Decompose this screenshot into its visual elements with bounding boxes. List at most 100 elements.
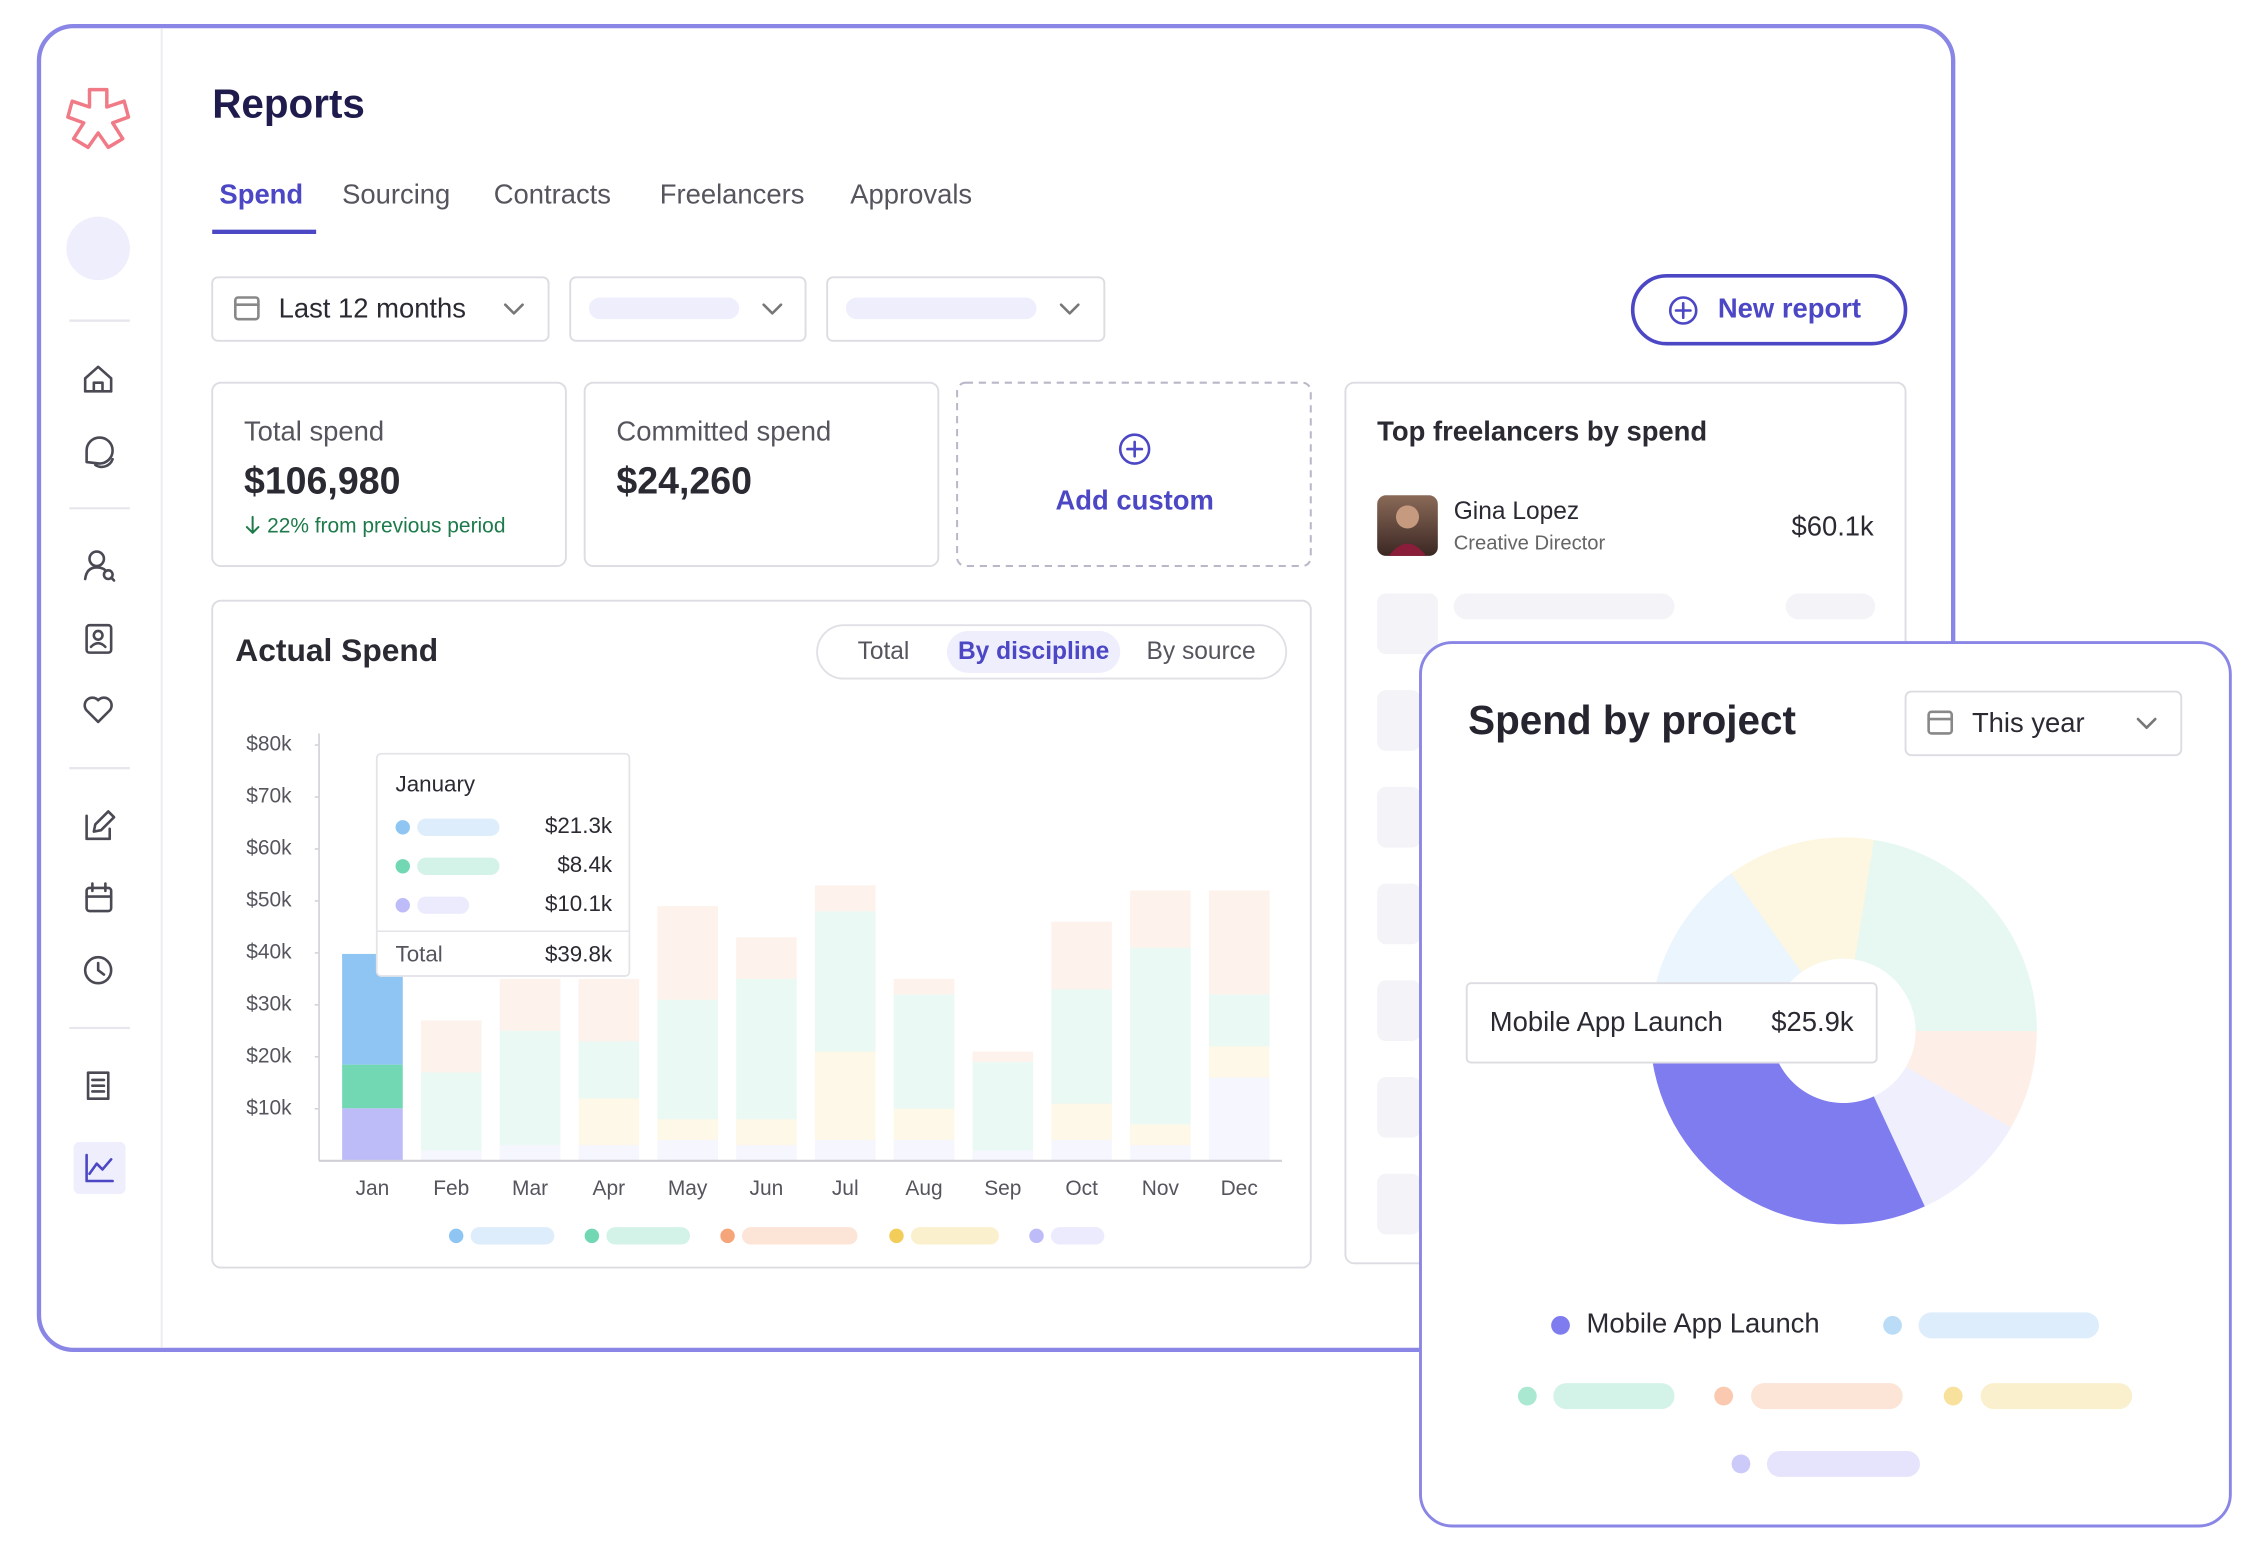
path: [83, 566, 107, 581]
rect: [1377, 786, 1421, 848]
x-tick-label: Dec: [1221, 1177, 1258, 1200]
legend-dot: [1551, 1315, 1570, 1335]
nav-invoices[interactable]: [86, 1071, 110, 1101]
legend-placeholder: [1553, 1383, 1675, 1410]
path: [66, 87, 131, 150]
bar-segment: [1130, 1124, 1191, 1146]
stat-label: Total spend: [244, 415, 384, 446]
tooltip: [375, 752, 631, 977]
donut-tooltip: [1465, 982, 1878, 1064]
toggle-option[interactable]: Total: [858, 638, 910, 665]
donut-slice: [1906, 1030, 2037, 1128]
freelancer-name: Gina Lopez: [1454, 498, 1579, 525]
bar-segment: [893, 1108, 955, 1140]
tooltip-total-label: Total: [396, 942, 443, 967]
rect: [85, 623, 113, 654]
y-tick-label: $30k: [246, 992, 292, 1015]
legend-dot: [889, 1228, 904, 1244]
x-tick-label: Oct: [1065, 1177, 1098, 1200]
rect: [1785, 593, 1876, 620]
rect: [1453, 593, 1675, 620]
path: [85, 1153, 114, 1183]
date-filter[interactable]: [211, 276, 550, 342]
tab[interactable]: Approvals: [850, 179, 972, 210]
bar-segment: [342, 1108, 403, 1161]
chart-title: Spend by project: [1468, 697, 1796, 743]
legend-dot: [1883, 1315, 1902, 1335]
tooltip-dot: [395, 859, 410, 874]
bar-segment: [420, 1072, 482, 1151]
y-tick-label: $10k: [246, 1096, 292, 1119]
nav-edit[interactable]: [85, 810, 116, 841]
legend-placeholder: [1980, 1383, 2133, 1410]
nav-calendar[interactable]: [85, 882, 113, 913]
donut-slice: [1731, 837, 1875, 973]
sidebar-separators: [69, 319, 130, 1030]
bar-segment: [893, 994, 955, 1109]
x-tick-label: May: [668, 1177, 708, 1200]
bar-segment: [499, 978, 561, 1031]
add-custom-card[interactable]: [956, 381, 1312, 568]
tab[interactable]: Sourcing: [342, 179, 450, 210]
toggle-option[interactable]: By discipline: [958, 638, 1109, 665]
legend-dot: [1943, 1386, 1963, 1406]
chevron: [503, 303, 524, 315]
date-filter-label: Last 12 months: [279, 293, 466, 324]
freelancer-shirt: [1388, 543, 1427, 556]
rect: [1377, 690, 1421, 751]
bar-segment: [814, 1139, 876, 1161]
chevron: [2136, 717, 2157, 729]
tab[interactable]: Contracts: [494, 179, 611, 210]
down-arrow: [245, 515, 260, 534]
nav-people[interactable]: [83, 550, 116, 582]
nav-home[interactable]: [83, 365, 113, 393]
new-report-button[interactable]: [1630, 274, 1908, 346]
stat-card: [211, 381, 567, 567]
avatar[interactable]: [66, 216, 130, 281]
bar-segment: [578, 1145, 640, 1161]
toggle-option[interactable]: By source: [1147, 638, 1256, 665]
nav-contacts[interactable]: [85, 623, 113, 654]
legend-dot: [1731, 1454, 1751, 1474]
bar-segment: [972, 1150, 1034, 1161]
tooltip-value: $21.3k: [545, 813, 613, 838]
x-tick-label: Feb: [433, 1177, 469, 1200]
nav-history[interactable]: [83, 955, 113, 985]
legend-label: Mobile App Launch: [1587, 1308, 1820, 1339]
freelancer-amount: $60.1k: [1791, 511, 1874, 542]
stat-label: Committed spend: [616, 415, 831, 446]
nav-favorites[interactable]: [83, 696, 113, 724]
x-tick-label: Jan: [356, 1177, 390, 1200]
bar-segment: [657, 999, 718, 1120]
chevron: [762, 303, 783, 315]
legend-dot: [1714, 1386, 1734, 1406]
stat-value: $106,980: [244, 460, 400, 502]
tab[interactable]: Spend: [219, 179, 303, 210]
tooltip-total: $39.8k: [545, 942, 613, 967]
circle: [88, 550, 106, 568]
bar-segment: [657, 906, 718, 1000]
bar-segment: [657, 1139, 718, 1161]
path: [1126, 440, 1144, 458]
tooltip-dot: [395, 898, 410, 913]
bar-segment: [893, 978, 955, 995]
bar-segment: [736, 1119, 797, 1146]
legend-dot: [720, 1228, 735, 1244]
rect: [1927, 710, 1954, 735]
y-tick-label: $40k: [246, 940, 292, 963]
page-title: Reports: [212, 81, 365, 127]
path: [89, 641, 107, 649]
bar-segment: [972, 1062, 1034, 1151]
bar-segment: [1208, 890, 1270, 995]
pie-chart: Mobile App Launch $25.9k Mobile App Launch: [1465, 837, 2133, 1477]
bar-segment: [736, 937, 797, 979]
y-tick-label: $70k: [246, 785, 292, 808]
tab[interactable]: Freelancers: [660, 179, 805, 210]
tooltip-placeholder: [417, 857, 500, 875]
bar-segment: [1130, 1145, 1191, 1161]
nav-messages[interactable]: [85, 436, 114, 469]
skeleton-rows: [1377, 593, 1876, 1235]
bar-segment: [499, 1145, 561, 1161]
period-filter[interactable]: [1904, 690, 2183, 757]
rect: [1377, 593, 1438, 655]
